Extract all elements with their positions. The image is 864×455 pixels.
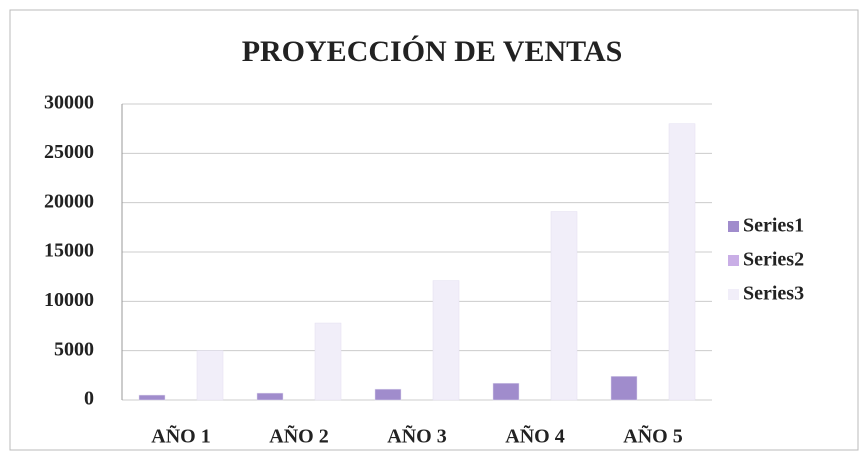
x-tick-label: AÑO 1 bbox=[151, 425, 210, 448]
y-tick-label: 30000 bbox=[44, 92, 94, 114]
y-tick-label: 15000 bbox=[44, 240, 94, 262]
bar bbox=[610, 376, 638, 401]
bar bbox=[138, 394, 166, 401]
legend-label: Series3 bbox=[743, 283, 804, 305]
chart-title: PROYECCIÓN DE VENTAS bbox=[242, 35, 623, 68]
legend-swatch bbox=[728, 255, 739, 266]
x-tick-label: AÑO 4 bbox=[505, 425, 564, 448]
y-tick-label: 25000 bbox=[44, 141, 94, 163]
bar bbox=[550, 211, 578, 401]
bar bbox=[196, 350, 224, 401]
legend-label: Series2 bbox=[743, 249, 804, 271]
y-tick-label: 10000 bbox=[44, 289, 94, 311]
y-tick-label: 0 bbox=[84, 388, 94, 410]
bar bbox=[256, 392, 284, 401]
bar bbox=[492, 382, 520, 401]
bar bbox=[374, 388, 402, 401]
bar bbox=[314, 322, 342, 401]
y-tick-label: 5000 bbox=[54, 338, 94, 360]
x-tick-label: AÑO 2 bbox=[269, 425, 328, 448]
bar bbox=[432, 280, 460, 401]
x-tick-label: AÑO 5 bbox=[623, 425, 682, 448]
legend-label: Series1 bbox=[743, 215, 804, 237]
legend-swatch bbox=[728, 289, 739, 300]
legend-swatch bbox=[728, 221, 739, 232]
x-tick-label: AÑO 3 bbox=[387, 425, 446, 448]
bar bbox=[668, 123, 696, 401]
y-tick-label: 20000 bbox=[44, 190, 94, 212]
